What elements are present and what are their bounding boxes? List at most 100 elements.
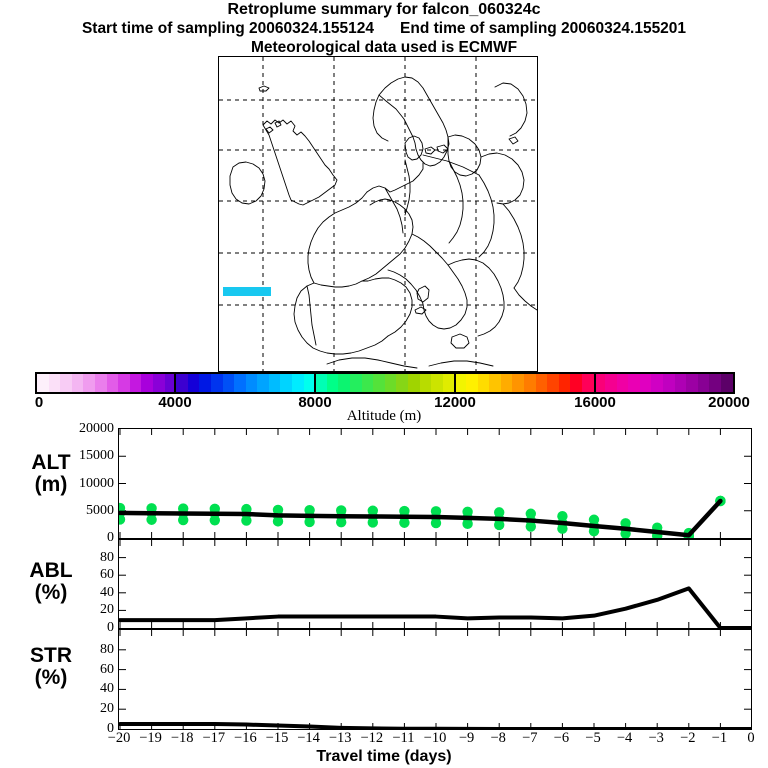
colorbar-swatch	[489, 374, 501, 392]
altitude-colorbar	[35, 372, 735, 394]
x-tick-label: −17	[202, 730, 226, 746]
colorbar-swatch	[616, 374, 629, 392]
colorbar-swatch	[477, 374, 490, 392]
x-tick-marks	[119, 540, 721, 628]
colorbar-swatch	[338, 374, 351, 392]
colorbar-swatch	[83, 374, 95, 392]
str-canvas	[119, 630, 751, 729]
altitude-label-unit: (m)	[34, 473, 68, 496]
colorbar-swatch	[639, 374, 652, 392]
colorbar-swatch	[48, 374, 61, 392]
colorbar-swatch	[454, 374, 466, 392]
x-tick-marks	[119, 630, 721, 729]
x-tick-labels: −20 −19 −18 −17 −16 −15 −14 −13 −12 −11 −10 −9 −8 −7−…	[0, 730, 768, 748]
altitude-y-tick-labels: 0 5000 10000 15000 20000	[66, 422, 114, 545]
x-tick-label: −4	[616, 730, 633, 746]
colorbar-axis-title: Altitude (m)	[346, 408, 422, 424]
x-tick-label: −13	[328, 730, 352, 746]
str-label-unit: (%)	[34, 666, 68, 689]
colorbar-swatch	[442, 374, 455, 392]
colorbar-swatch	[500, 374, 513, 392]
colorbar-separator	[174, 372, 176, 394]
x-tick-label: −15	[265, 730, 289, 746]
y-tick-label: 0	[107, 620, 114, 635]
y-tick-label: 20000	[79, 421, 114, 436]
colorbar-swatch	[141, 374, 153, 392]
x-tick-label: −14	[297, 730, 320, 746]
colorbar-tick-label: 0	[34, 394, 44, 411]
y-tick-label: 0	[107, 721, 114, 736]
colorbar-swatch	[361, 374, 374, 392]
x-tick-label: −2	[680, 730, 696, 746]
abl-axis-label: ABL (%)	[8, 560, 94, 604]
colorbar-swatch	[384, 374, 397, 392]
colorbar-swatch	[176, 374, 188, 392]
colorbar-swatch	[523, 374, 536, 392]
colorbar-swatch	[721, 374, 733, 392]
colorbar-swatch	[280, 374, 293, 392]
colorbar-swatch	[315, 374, 327, 392]
sampling-time-row: Start time of sampling 20060324.155124 E…	[0, 19, 768, 38]
colorbar-swatch	[396, 374, 408, 392]
x-tick-label: −1	[711, 730, 728, 746]
colorbar-swatch	[570, 374, 582, 392]
colorbar-swatch	[605, 374, 617, 392]
colorbar-swatch	[234, 374, 246, 392]
colorbar-swatch	[118, 374, 130, 392]
y-tick-label: 15000	[79, 448, 114, 464]
colorbar-tick-label: 8000	[298, 394, 332, 411]
altitude-panel	[118, 428, 752, 539]
abl-label-unit: (%)	[34, 581, 68, 604]
met-data-label: Meteorological data used is ECMWF	[250, 39, 518, 56]
colorbar-swatch	[187, 374, 200, 392]
y-tick-label: 20	[100, 701, 114, 717]
y-tick-label: 60	[100, 567, 114, 583]
colorbar-swatch	[686, 374, 698, 392]
colorbar-swatch	[303, 374, 316, 392]
altitude-axis-label: ALT (m)	[8, 452, 94, 496]
start-time-label: Start time of sampling 20060324.155124	[81, 20, 375, 37]
x-tick-label: −18	[170, 730, 194, 746]
colorbar-tick-label: 4000	[158, 394, 192, 411]
colorbar-tick-label: 20000	[708, 394, 750, 411]
colorbar-swatch	[628, 374, 640, 392]
colorbar-separator	[594, 372, 596, 394]
colorbar-swatch	[94, 374, 107, 392]
abl-y-tick-labels: 0 20 40 60 80	[66, 540, 114, 634]
abl-label-name: ABL	[29, 559, 73, 582]
x-tick-label: −3	[648, 730, 664, 746]
colorbar-swatch	[581, 374, 594, 392]
colorbar-swatch	[419, 374, 432, 392]
y-tick-label: 40	[100, 584, 114, 600]
x-tick-label: −11	[392, 730, 415, 746]
x-tick-label: −5	[585, 730, 601, 746]
y-tick-label: 20	[100, 602, 114, 618]
x-axis-title: Travel time (days)	[316, 748, 452, 765]
str-axis-label: STR (%)	[8, 645, 94, 689]
europe-map	[218, 56, 538, 372]
colorbar-swatch	[431, 374, 443, 392]
colorbar-swatch	[709, 374, 722, 392]
colorbar-swatch	[651, 374, 664, 392]
colorbar-swatch	[222, 374, 235, 392]
map-gridlines	[219, 57, 537, 371]
y-tick-label: 5000	[86, 502, 114, 518]
colorbar-gradient	[35, 372, 735, 394]
colorbar-swatch	[535, 374, 548, 392]
colorbar-swatch	[674, 374, 687, 392]
y-tick-label: 10000	[79, 475, 114, 491]
y-tick-marks	[119, 649, 751, 710]
colorbar-swatch	[71, 374, 84, 392]
altitude-canvas	[119, 429, 751, 538]
colorbar-swatch	[465, 374, 478, 392]
x-tick-label: −20	[107, 730, 131, 746]
y-tick-marks	[119, 557, 751, 611]
abl-panel	[118, 539, 752, 629]
colorbar-swatch	[60, 374, 72, 392]
colorbar-separator	[314, 372, 316, 394]
x-tick-label: −16	[234, 730, 257, 746]
y-tick-marks	[119, 455, 751, 512]
colorbar-swatch	[245, 374, 258, 392]
colorbar-swatch	[292, 374, 304, 392]
colorbar-tick-labels: 0 4000 8000 12000 16000 20000	[0, 394, 768, 412]
